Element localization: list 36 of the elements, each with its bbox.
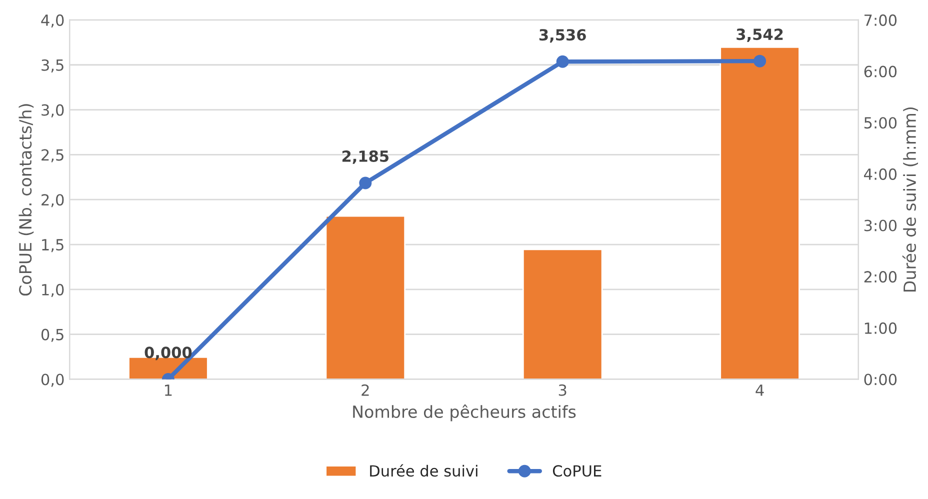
legend-label: CoPUE <box>552 465 602 477</box>
y-tick-label: 2,5 <box>42 149 64 162</box>
y-tick-label: 2,0 <box>42 194 64 208</box>
y2-tick-label: 3:00 <box>864 220 897 232</box>
y-axis-title: CoPUE (Nb. contacts/h) <box>18 104 34 296</box>
data-label: 3,542 <box>736 28 783 42</box>
x-tick-label: 3 <box>558 384 566 396</box>
bar <box>522 248 603 380</box>
x-tick-label: 2 <box>362 384 369 396</box>
y2-tick-label: 0:00 <box>864 374 897 386</box>
point <box>754 54 766 68</box>
y-tick-label: 3,0 <box>42 104 64 118</box>
y2-tick-label: 2:00 <box>864 271 897 283</box>
y-tick-label: 1,0 <box>42 284 64 297</box>
y2-axis-title: Durée de suivi (h:mm) <box>902 107 918 292</box>
y2-tick-label: 1:00 <box>864 322 897 334</box>
y-tick-label: 3,5 <box>42 59 64 72</box>
x-tick-label: 1 <box>165 384 172 396</box>
legend-label: Durée de suivi <box>370 464 478 477</box>
data-label: 3,536 <box>539 29 586 43</box>
data-label: 2,185 <box>342 150 388 164</box>
x-tick-label: 4 <box>756 384 764 396</box>
point <box>556 55 569 68</box>
y-tick-label: 0,0 <box>41 374 64 387</box>
y2-tick-label: 5:00 <box>864 117 897 129</box>
x-axis-title: Nombre de pêcheurs actifs <box>353 404 576 422</box>
y-tick-label: 0,5 <box>41 328 64 342</box>
y2-tick-label: 6:00 <box>864 66 897 78</box>
bar <box>325 215 406 380</box>
y2-tick-label: 4:00 <box>864 168 897 180</box>
point <box>359 176 372 190</box>
data-label: 0,000 <box>144 346 192 360</box>
y-tick-label: 1,5 <box>42 239 64 252</box>
y2-tick-label: 7:00 <box>864 14 897 26</box>
bar <box>720 46 800 380</box>
y-tick-label: 4,0 <box>41 14 64 28</box>
